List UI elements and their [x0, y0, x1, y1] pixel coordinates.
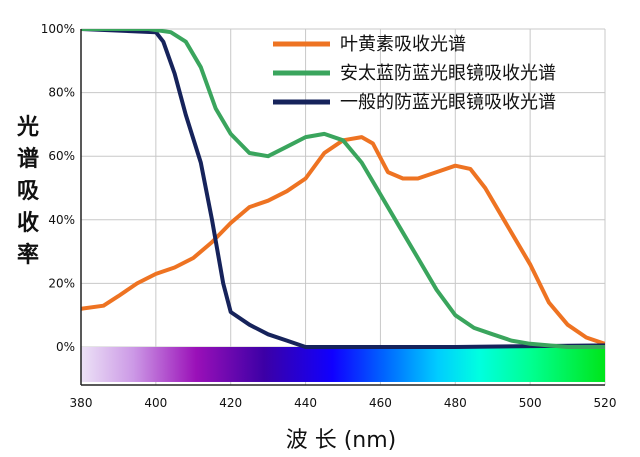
y-axis-label-char: 率: [17, 242, 39, 268]
y-tick-label: 40%: [48, 213, 75, 227]
x-tick-label: 380: [70, 396, 93, 410]
y-axis-label-char: 收: [17, 210, 39, 236]
y-tick-label: 100%: [41, 22, 75, 36]
x-tick-label: 420: [219, 396, 242, 410]
series-line-1: [81, 29, 605, 349]
x-tick-label: 480: [444, 396, 467, 410]
y-tick-label: 20%: [48, 276, 75, 290]
legend-label: 安太蓝防蓝光眼镜吸收光谱: [340, 63, 556, 84]
legend-label: 叶黄素吸收光谱: [340, 34, 466, 55]
plot-area: [81, 29, 605, 349]
x-tick-label: 460: [369, 396, 392, 410]
y-ticks: 0% 20% 40% 60% 80% 100%: [41, 22, 75, 354]
y-tick-label: 80%: [48, 86, 75, 100]
y-axis-label-char: 光: [16, 115, 39, 140]
series-line-2: [81, 29, 605, 349]
axes: [80, 29, 605, 386]
y-tick-label: 0%: [56, 340, 75, 354]
series-line-0: [81, 135, 605, 346]
x-tick-label: 500: [519, 396, 542, 410]
grid: [80, 28, 606, 385]
y-axis-label-char: 吸: [17, 179, 40, 204]
x-axis-label: 波 长 (nm): [286, 428, 397, 453]
x-tick-label: 440: [294, 396, 317, 410]
y-tick-label: 60%: [48, 149, 75, 163]
x-ticks: 380 400 420 440 460 480 500 520: [70, 396, 617, 410]
x-tick-label: 400: [144, 396, 167, 410]
x-tick-label: 520: [594, 396, 617, 410]
spectrum-band: [81, 347, 605, 382]
legend-label: 一般的防蓝光眼镜吸收光谱: [340, 92, 556, 113]
y-axis-label-char: 谱: [17, 146, 39, 172]
